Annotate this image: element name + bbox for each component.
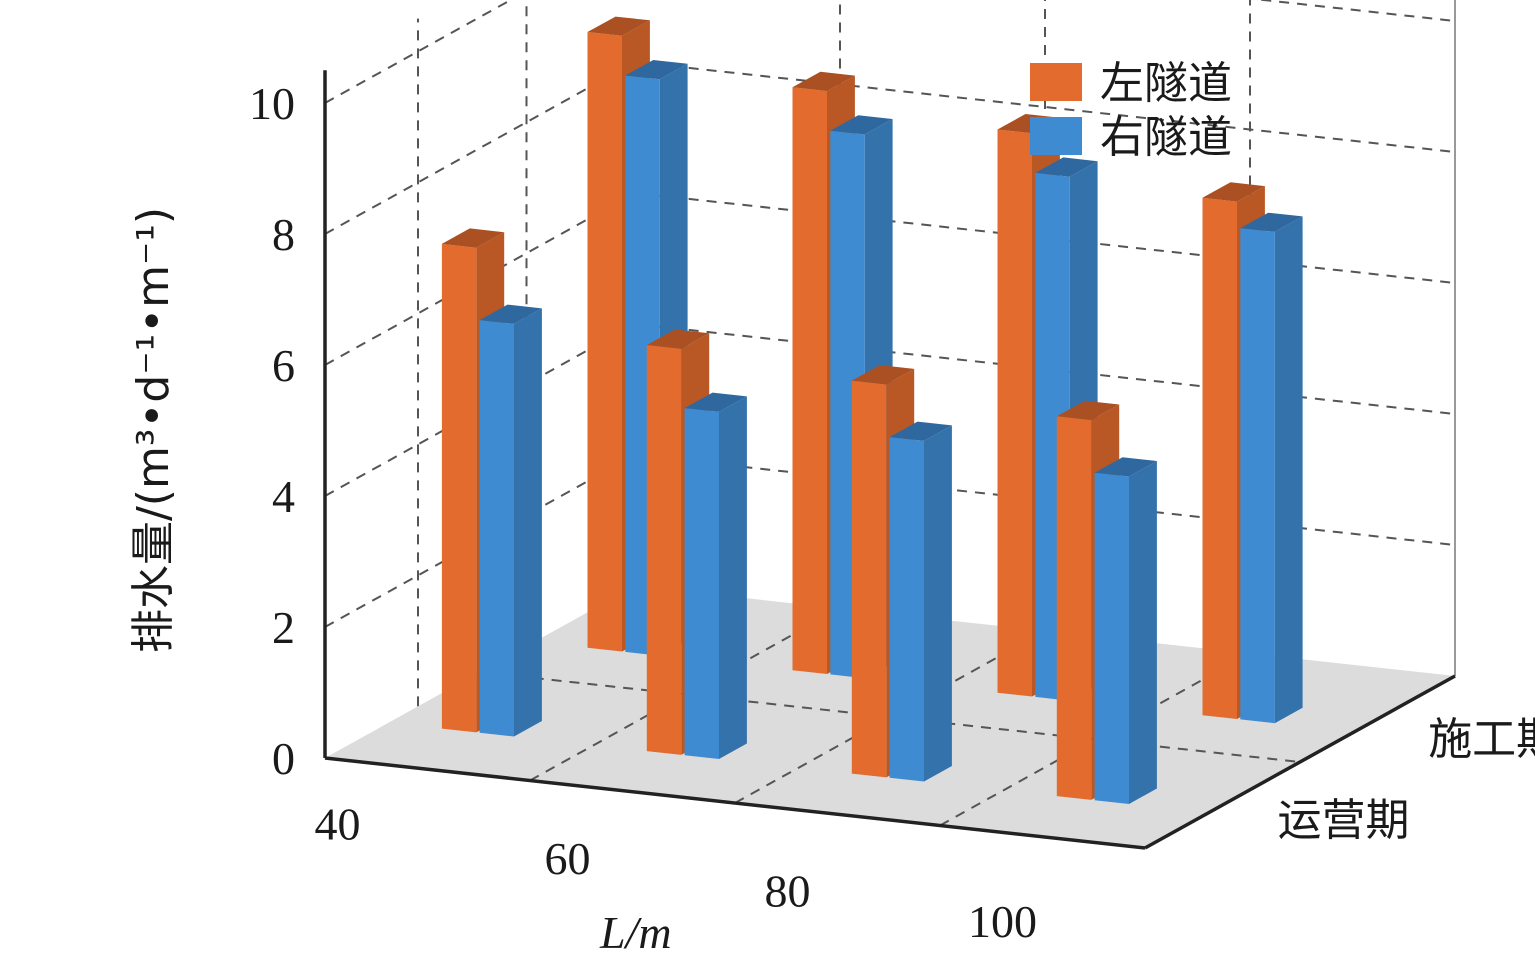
bar-side [1274,216,1303,724]
x-axis-label: L/m [599,907,672,958]
depth-axis-line [1144,674,1456,850]
bar-front [587,32,622,652]
floor-gridline [734,630,1046,804]
bar-front [1202,197,1237,720]
bar-front [479,320,514,737]
back-gridline [1254,0,1456,22]
side-gridline [324,323,636,497]
bar-top [1056,400,1120,420]
bar-top [830,115,893,135]
back-gridline [634,61,1456,153]
bar-top [1240,212,1303,232]
bar-top [889,421,952,441]
y-tick-label: 10 [249,78,295,129]
bar-front [889,437,924,782]
bar-front [646,345,682,755]
side-gridline [324,454,636,628]
bar-top [684,392,747,412]
bar-front [1240,228,1275,724]
bar-front [851,380,887,778]
bar-side [1129,461,1157,804]
bar-top [1202,182,1265,202]
bar-side [924,425,952,782]
y-tick-label: 2 [272,602,295,653]
floor-gridline [529,607,841,782]
x-tick-label: 100 [968,896,1037,947]
legend-label-right: 右隧道 [1100,112,1232,163]
y-tick-label: 0 [272,733,295,784]
x-tick-label: 80 [765,865,811,916]
bar-top [587,16,650,36]
bar-top [792,71,855,92]
bar-side [514,308,542,737]
y-tick-label: 4 [272,471,295,522]
bar-front [997,129,1032,697]
floor-gridline [479,671,1301,763]
y-axis-label: 排水量/(m³•d⁻¹•m⁻¹) [128,207,179,653]
bar-front [441,243,477,733]
bar-side [719,396,747,759]
y-tick-label: 8 [272,209,295,260]
x-tick-label: 60 [545,833,591,884]
side-gridline [324,61,636,235]
axis-labels: 排水量/(m³•d⁻¹•m⁻¹) L/m 0 2 4 6 8 10 40 60 80 100 施工期… [128,78,1535,958]
back-gridline [634,454,1456,546]
bar-top [646,329,710,349]
bar-top [441,228,505,248]
legend-swatch-left [1030,63,1082,101]
x-tick-label: 40 [315,798,361,849]
axes [323,70,1456,850]
depth-tick-label: 运营期 [1278,795,1410,846]
bar-front [684,408,719,759]
floor-gridline [939,652,1251,827]
bar-front [1094,472,1129,804]
x-axis-line [324,756,1146,850]
bar-top [479,304,542,324]
bar-top [851,365,915,385]
legend-swatch-right [1030,117,1082,155]
side-gridline [324,0,513,104]
bars [441,16,1303,804]
bar-top [1094,457,1157,477]
bar-front [792,87,827,675]
legend-label-left: 左隧道 [1100,58,1232,109]
bar-front [1056,416,1092,800]
depth-tick-label: 施工期 [1428,714,1535,765]
y-tick-label: 6 [272,340,295,391]
side-gridline [324,192,636,366]
back-wall-edge [1454,0,1456,676]
back-gridline [634,323,1456,415]
legend: 左隧道 右隧道 [1030,58,1232,163]
bar-top [625,60,688,80]
bar-top [1035,157,1098,177]
back-gridline [634,192,1456,284]
